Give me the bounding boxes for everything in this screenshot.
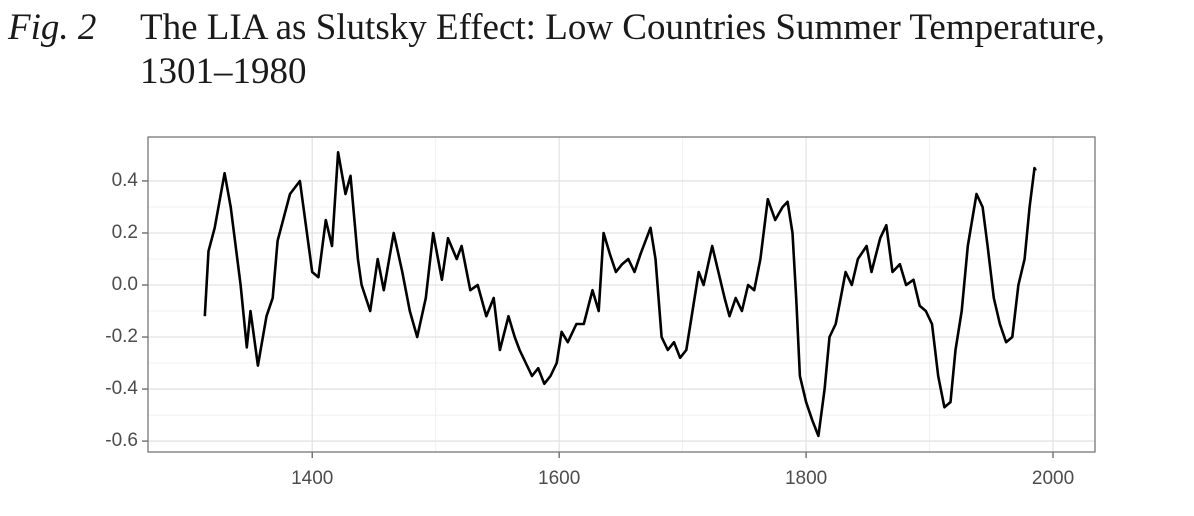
chart-title: The LIA as Slutsky Effect: Low Countries… — [140, 7, 1106, 92]
x-tick-label: 1600 — [538, 468, 580, 489]
y-tick-label: -0.6 — [105, 430, 138, 451]
plot-border — [147, 136, 1096, 453]
data-line — [203, 151, 1037, 438]
header: Fig. 2 The LIA as Slutsky Effect: Low Co… — [8, 6, 1188, 94]
y-tick-label: 0.2 — [112, 222, 138, 243]
x-tick-label: 1800 — [785, 468, 827, 489]
x-tick-label: 2000 — [1032, 468, 1074, 489]
y-tick-label: 0.0 — [112, 274, 138, 295]
x-tick-label: 1400 — [291, 468, 333, 489]
y-tick-label: 0.4 — [112, 170, 139, 191]
figure-label: Fig. 2 — [8, 7, 97, 48]
y-tick-label: -0.2 — [105, 326, 138, 347]
y-tick-label: -0.4 — [105, 378, 138, 399]
